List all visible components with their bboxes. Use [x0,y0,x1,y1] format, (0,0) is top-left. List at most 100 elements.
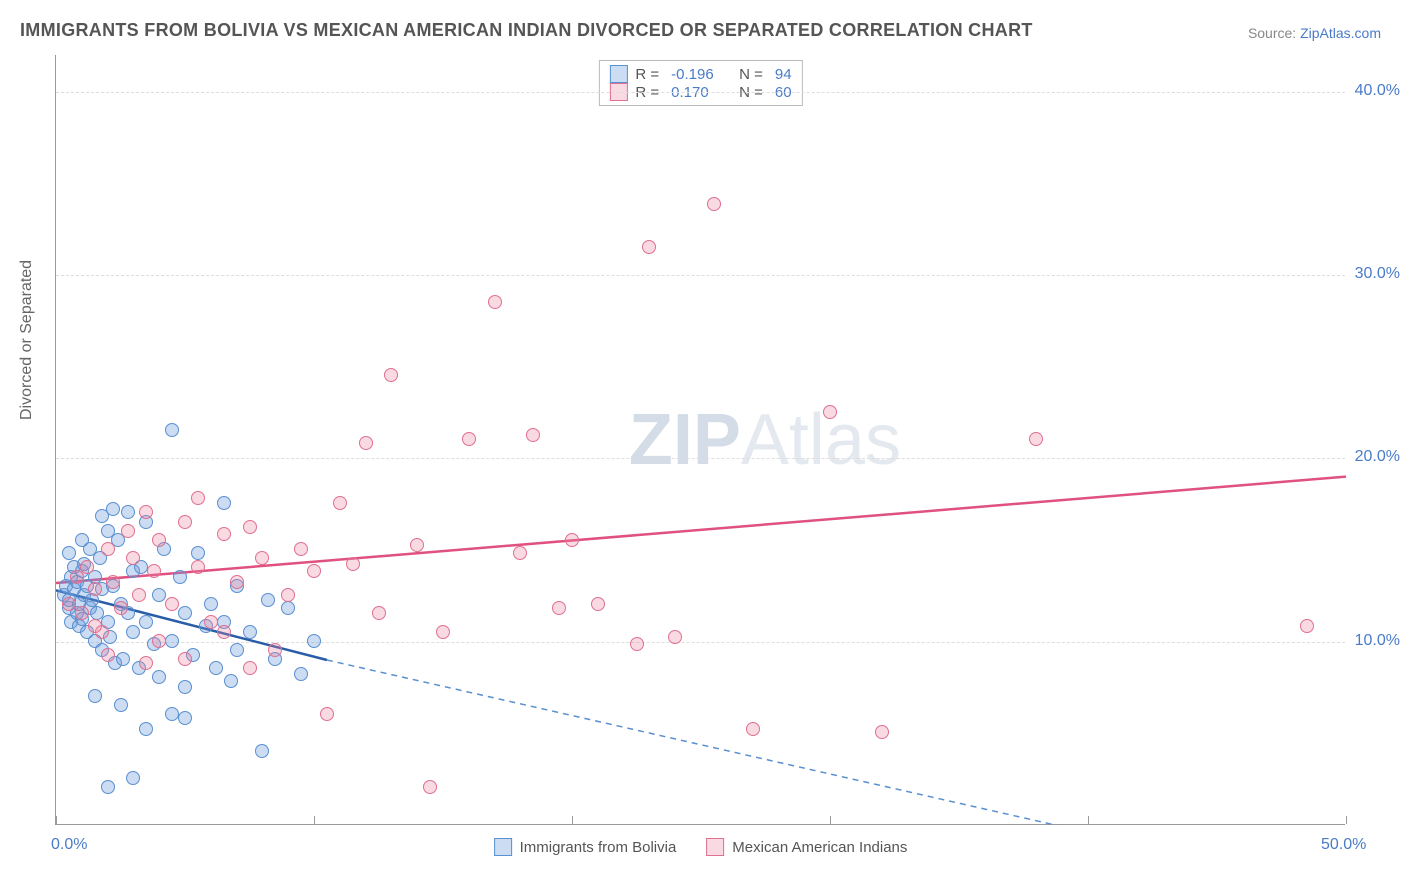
legend-n-value: 94 [775,66,792,83]
scatter-point [126,771,140,785]
gridline [56,92,1345,93]
scatter-point [642,240,656,254]
scatter-point [116,652,130,666]
scatter-point [462,432,476,446]
scatter-chart: ZIPAtlas R =-0.196N =94R =0.170N =60 Imm… [55,55,1345,825]
scatter-point [62,597,76,611]
scatter-point [191,546,205,560]
series-legend: Immigrants from Bolivia Mexican American … [494,838,908,856]
scatter-point [88,582,102,596]
x-tick-label: 50.0% [1321,836,1366,854]
scatter-point [165,597,179,611]
correlation-legend: R =-0.196N =94R =0.170N =60 [598,60,802,106]
y-tick-label: 40.0% [1350,82,1400,100]
x-tick-label: 0.0% [51,836,87,854]
gridline [56,642,1345,643]
scatter-point [178,711,192,725]
scatter-point [152,634,166,648]
scatter-point [204,597,218,611]
scatter-point [875,725,889,739]
scatter-point [178,652,192,666]
scatter-point [139,505,153,519]
legend-series-name: Immigrants from Bolivia [520,839,677,856]
scatter-point [294,542,308,556]
gridline [56,275,1345,276]
legend-series-name: Mexican American Indians [732,839,907,856]
scatter-point [106,502,120,516]
legend-r-value: -0.196 [671,66,721,83]
scatter-point [106,575,120,589]
scatter-point [307,564,321,578]
scatter-point [152,670,166,684]
scatter-point [346,557,360,571]
y-tick-label: 20.0% [1350,448,1400,466]
x-tick-mark [830,816,831,824]
scatter-point [630,637,644,651]
scatter-point [126,625,140,639]
y-tick-label: 10.0% [1350,632,1400,650]
scatter-point [217,625,231,639]
scatter-point [178,515,192,529]
scatter-point [423,780,437,794]
scatter-point [101,648,115,662]
scatter-point [281,588,295,602]
x-tick-mark [56,816,57,824]
x-tick-mark [1088,816,1089,824]
scatter-point [132,588,146,602]
scatter-point [165,423,179,437]
scatter-point [101,780,115,794]
scatter-point [191,491,205,505]
legend-swatch [609,65,627,83]
trend-lines [56,55,1346,825]
legend-item: Mexican American Indians [706,838,907,856]
scatter-point [126,551,140,565]
scatter-point [294,667,308,681]
scatter-point [384,368,398,382]
watermark-bold: ZIP [629,400,741,480]
scatter-point [121,505,135,519]
scatter-point [526,428,540,442]
scatter-point [75,533,89,547]
scatter-point [255,551,269,565]
scatter-point [101,542,115,556]
source-label: Source: [1248,25,1300,41]
watermark: ZIPAtlas [629,399,901,481]
scatter-point [62,546,76,560]
scatter-point [513,546,527,560]
scatter-point [114,698,128,712]
scatter-point [152,533,166,547]
scatter-point [88,619,102,633]
legend-row: R =-0.196N =94 [609,65,791,83]
scatter-point [165,707,179,721]
scatter-point [165,634,179,648]
legend-n-label: N = [739,66,763,83]
scatter-point [281,601,295,615]
scatter-point [268,643,282,657]
scatter-point [372,606,386,620]
scatter-point [261,593,275,607]
scatter-point [152,588,166,602]
scatter-point [410,538,424,552]
x-tick-mark [1346,816,1347,824]
scatter-point [243,520,257,534]
scatter-point [88,689,102,703]
scatter-point [217,527,231,541]
scatter-point [75,606,89,620]
scatter-point [173,570,187,584]
y-tick-label: 30.0% [1350,265,1400,283]
scatter-point [359,436,373,450]
legend-item: Immigrants from Bolivia [494,838,677,856]
scatter-point [230,575,244,589]
scatter-point [139,615,153,629]
scatter-point [178,680,192,694]
watermark-rest: Atlas [741,400,901,480]
scatter-point [823,405,837,419]
scatter-point [255,744,269,758]
scatter-point [488,295,502,309]
scatter-point [191,560,205,574]
scatter-point [147,564,161,578]
source-link[interactable]: ZipAtlas.com [1300,25,1381,41]
scatter-point [436,625,450,639]
scatter-point [178,606,192,620]
scatter-point [591,597,605,611]
